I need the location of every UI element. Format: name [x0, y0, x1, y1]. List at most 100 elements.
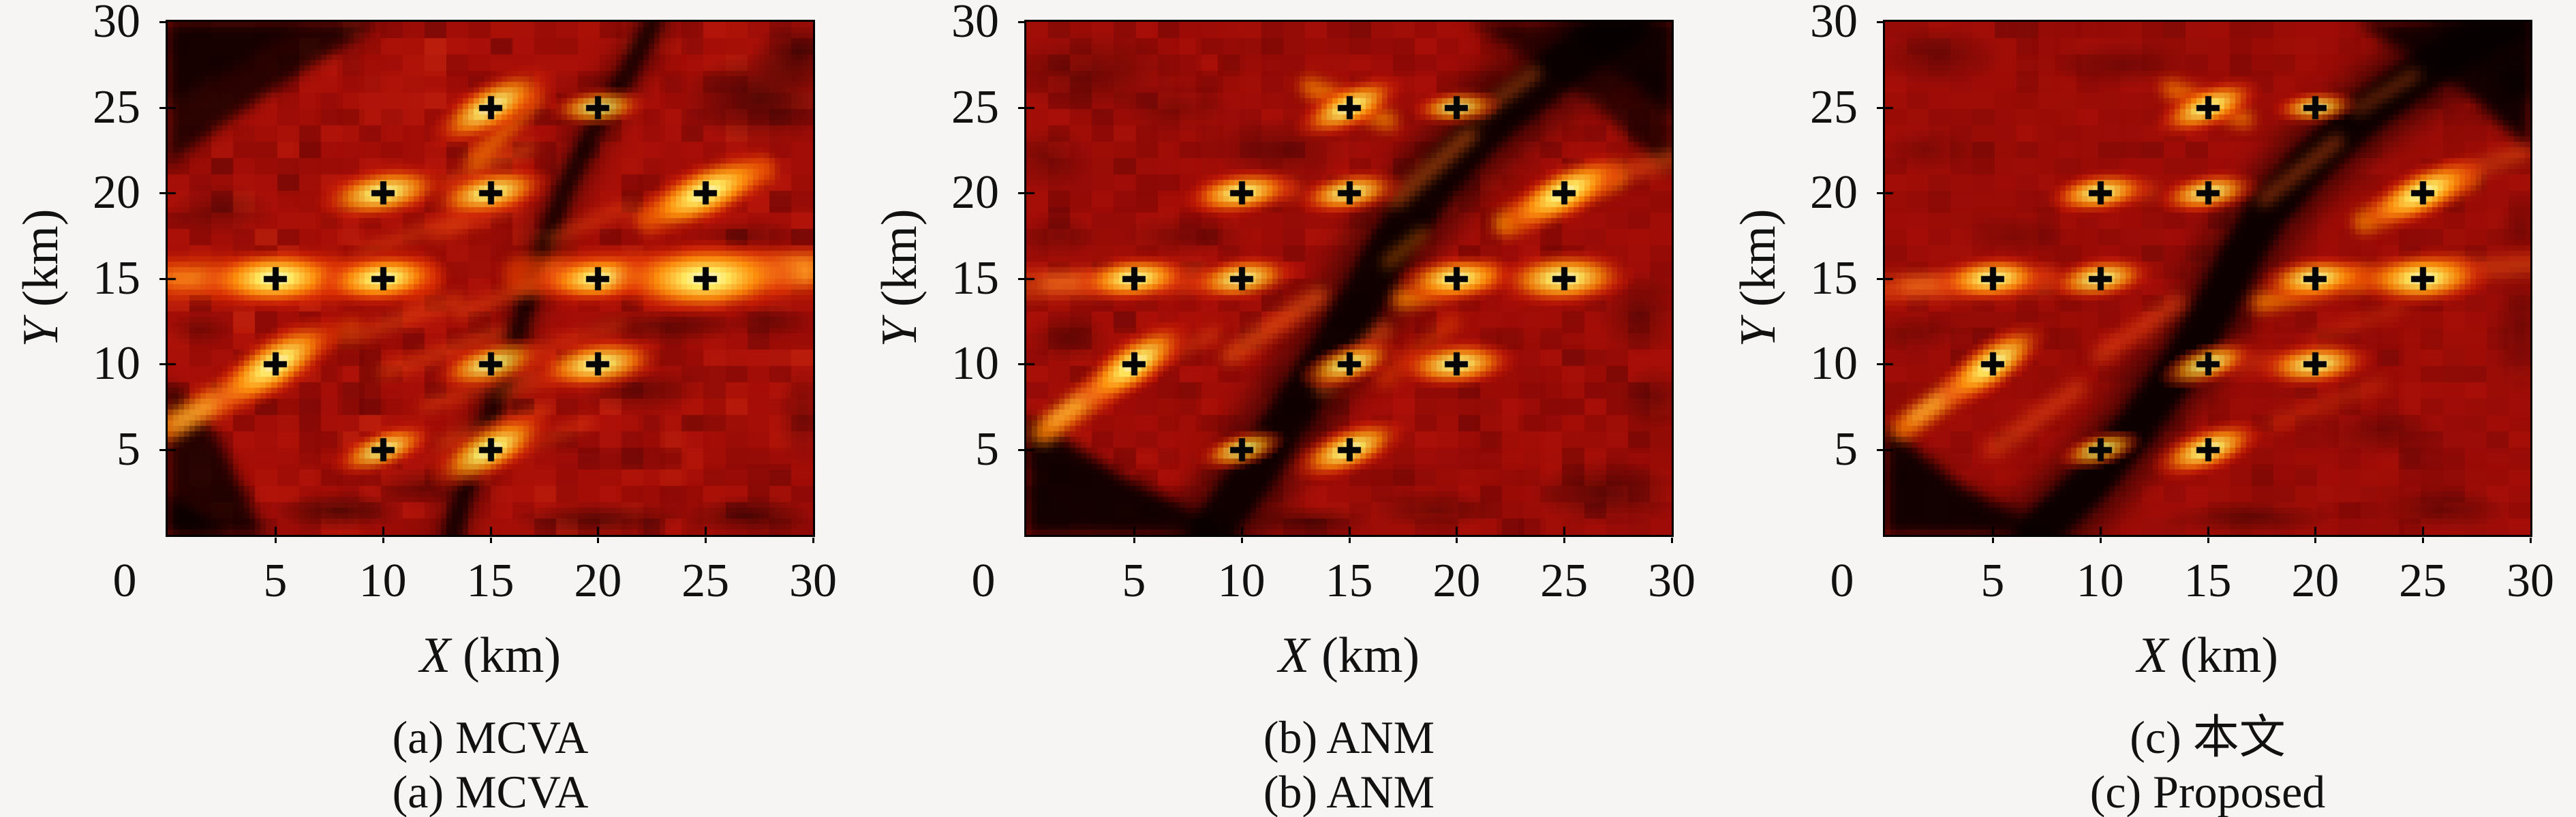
x-tick-mark [812, 538, 814, 543]
y-tick-label: 30 [93, 0, 140, 48]
panel-a: Y(km) X (km) 0 5 10 15 20 25 30 5 10 15 20 25 30 (a)… [0, 0, 859, 817]
x-tick-mark [2422, 538, 2425, 543]
x-tick-label: 30 [789, 555, 837, 607]
x-tick-mark [1991, 538, 1994, 543]
y-tick-label: 10 [951, 337, 999, 390]
x-tick-mark [1456, 538, 1458, 543]
x-axis-variable: X [419, 628, 451, 683]
y-tick-mark [159, 192, 166, 194]
x-axis-label: X (km) [1885, 630, 2530, 681]
x-tick-label: 10 [2076, 555, 2124, 607]
x-axis-unit: (km) [463, 628, 562, 683]
y-tick-mark [1877, 363, 1883, 365]
x-tick-label: 30 [1648, 555, 1696, 607]
x-tick-mark [2099, 538, 2102, 543]
x-tick-mark [2207, 538, 2209, 543]
x-tick-label: 20 [574, 555, 622, 607]
y-tick-mark [1877, 192, 1883, 194]
heatmap-canvas-a [168, 22, 813, 535]
x-tick-label: 15 [2183, 555, 2232, 607]
caption-bottom: (b) ANM [1263, 766, 1435, 817]
y-tick-mark [159, 106, 166, 109]
caption-top: (a) MCVA [392, 711, 589, 763]
x-tick-label: 5 [1122, 555, 1146, 607]
x-tick-label: 10 [358, 555, 407, 607]
y-tick-mark [159, 277, 166, 280]
x-tick-label: 5 [1980, 555, 2005, 607]
x-tick-label: 25 [681, 555, 730, 607]
y-tick-label: 20 [1810, 166, 1858, 219]
origin-tick-label: 0 [1830, 555, 1854, 607]
x-axis-label: X (km) [168, 630, 813, 681]
heatmap-canvas-b [1026, 22, 1672, 535]
y-tick-mark [1877, 448, 1883, 451]
y-tick-label: 20 [951, 166, 999, 219]
x-tick-mark [597, 538, 600, 543]
panel-b: Y(km) X (km) 0 5 10 15 20 25 30 5 10 15 20 25 30 (b)… [859, 0, 1717, 817]
plot-frame-c [1883, 20, 2532, 537]
y-tick-mark [1877, 106, 1883, 109]
x-axis-variable: X [1278, 628, 1310, 683]
y-tick-mark [1018, 448, 1024, 451]
y-tick-label: 25 [1810, 80, 1858, 134]
x-tick-mark [1671, 538, 1673, 543]
y-tick-mark [1018, 192, 1024, 194]
y-tick-label: 25 [93, 80, 140, 134]
x-tick-label: 15 [466, 555, 515, 607]
y-tick-label: 30 [1810, 0, 1858, 48]
origin-tick-label: 0 [112, 555, 137, 607]
x-tick-mark [382, 538, 384, 543]
x-tick-label: 30 [2506, 555, 2554, 607]
x-tick-label: 20 [1432, 555, 1481, 607]
heatmap-canvas-c [1885, 22, 2530, 535]
y-tick-label: 15 [1810, 251, 1858, 305]
y-tick-mark [1877, 21, 1883, 23]
y-tick-mark [1877, 277, 1883, 280]
x-tick-mark [1348, 538, 1351, 543]
x-tick-mark [2314, 538, 2317, 543]
x-tick-label: 25 [2399, 555, 2447, 607]
caption-bottom: (a) MCVA [392, 766, 589, 817]
x-tick-label: 10 [1217, 555, 1266, 607]
caption-top: (b) ANM [1263, 711, 1435, 763]
x-tick-mark [1563, 538, 1566, 543]
x-tick-mark [1240, 538, 1243, 543]
plot-frame-a [166, 20, 815, 537]
y-tick-label: 10 [93, 337, 140, 390]
x-tick-mark [2530, 538, 2532, 543]
plot-frame-b [1024, 20, 1674, 537]
caption-bottom: (c) Proposed [2089, 766, 2326, 817]
y-tick-mark [1018, 277, 1024, 280]
y-tick-mark [159, 448, 166, 451]
caption-top: (c) 本文 [2130, 711, 2286, 763]
y-tick-label: 5 [117, 422, 140, 476]
x-tick-label: 15 [1325, 555, 1373, 607]
y-tick-mark [159, 21, 166, 23]
y-tick-label: 5 [1834, 422, 1858, 476]
y-tick-label: 20 [93, 166, 140, 219]
y-tick-label: 15 [93, 251, 140, 305]
y-tick-mark [1018, 21, 1024, 23]
y-tick-label: 15 [951, 251, 999, 305]
y-tick-label: 30 [951, 0, 999, 48]
x-tick-mark [274, 538, 277, 543]
x-axis-label: X (km) [1026, 630, 1672, 681]
y-tick-label: 10 [1810, 337, 1858, 390]
x-tick-label: 20 [2291, 555, 2340, 607]
y-tick-mark [1018, 106, 1024, 109]
x-tick-label: 5 [263, 555, 288, 607]
x-tick-mark [1133, 538, 1135, 543]
x-tick-mark [489, 538, 492, 543]
panel-c: Y(km) X (km) 0 5 10 15 20 25 30 5 10 15 20 25 30 (c)… [1717, 0, 2576, 817]
x-tick-label: 25 [1540, 555, 1589, 607]
y-tick-label: 5 [975, 422, 999, 476]
y-tick-mark [159, 363, 166, 365]
x-axis-unit: (km) [1321, 628, 1420, 683]
x-axis-variable: X [2136, 628, 2168, 683]
origin-tick-label: 0 [971, 555, 996, 607]
y-tick-mark [1018, 363, 1024, 365]
y-tick-label: 25 [951, 80, 999, 134]
x-axis-unit: (km) [2180, 628, 2279, 683]
x-tick-mark [705, 538, 707, 543]
